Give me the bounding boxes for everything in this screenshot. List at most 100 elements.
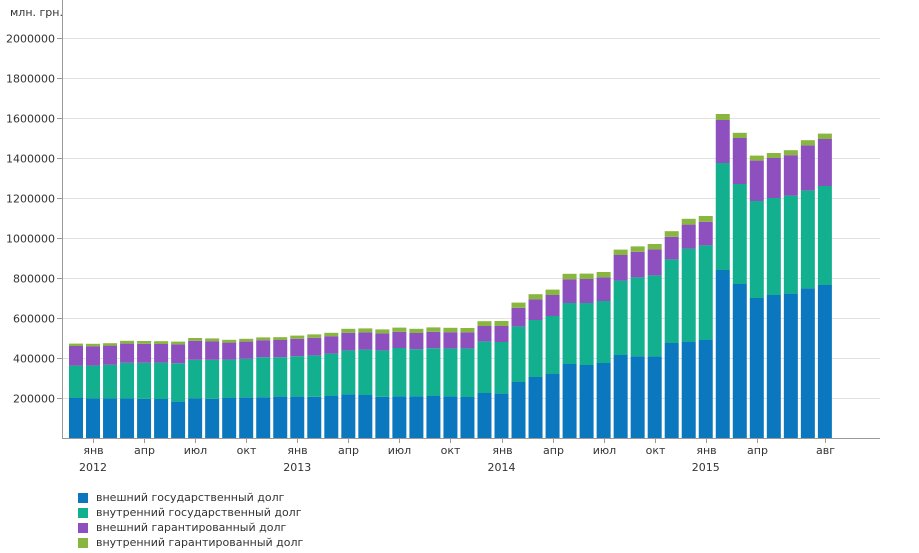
bar-segment [732,284,747,438]
bar-segment [715,270,730,438]
bar-segment [307,396,322,438]
x-year-label: 2015 [692,461,720,474]
y-tick-label: 800000 [13,273,55,286]
bar-segment [188,398,203,438]
bar-segment [392,331,407,348]
y-axis-unit-label: млн. грн. [10,6,63,19]
bar-segment [256,340,271,358]
bar-segment [273,357,288,397]
x-tick-label: апр [338,444,359,457]
bar-segment [239,341,254,359]
bar-segment [528,377,543,438]
x-tick-label: янв [83,444,103,457]
bar-segment [426,327,441,332]
legend-label: внутренний гарантированный долг [96,536,304,549]
bar-segment [681,341,696,438]
bar-segment [817,186,832,285]
bar-segment [494,326,509,342]
bar-segment [613,280,628,355]
bar-segment [154,344,169,363]
bar-segment [664,343,679,438]
bar-segment [545,316,560,374]
bar-segment [511,326,526,382]
bar-segment [630,251,645,278]
bar-segment [698,340,713,438]
bar-segment [443,396,458,438]
bar-segment [783,195,798,294]
bar-segment [426,396,441,438]
bar-segment [86,398,101,438]
y-tick-label: 1800000 [6,73,55,86]
bar-segment [392,327,407,332]
bar-segment [324,353,339,396]
bar-segment [341,332,356,351]
bar-segment [103,343,118,346]
bar-segment [137,362,152,399]
y-tick-label: 200000 [13,393,55,406]
bar-segment [766,295,781,438]
bar-segment [409,328,424,333]
bar-segment [698,245,713,340]
x-tick-label: окт [237,444,257,457]
x-axis: янв апр июл окт янв апр июл окт янв апр июл окт янв а… [62,438,880,474]
legend-item: внутренний гарантированный долг [78,535,303,550]
x-tick-label: июл [184,444,207,457]
bar-segment [596,363,611,438]
bars [69,114,832,438]
y-tick-label: 2000000 [6,33,55,46]
x-tick-label: окт [646,444,666,457]
bar-segment [511,302,526,308]
bar-segment [681,218,696,225]
bar-segment [681,224,696,249]
bar-segment [443,348,458,397]
bar-segment [256,337,271,341]
bar-segment [647,275,662,357]
bar-segment [324,336,339,354]
bar-segment [426,348,441,396]
bar-segment [120,340,135,344]
bar-segment [154,341,169,344]
y-tick-label: 1000000 [6,233,55,246]
bar-segment [103,398,118,438]
bar-segment [375,350,390,397]
bar-segment [222,398,237,438]
bar-segment [664,236,679,260]
bar-segment [290,335,305,339]
bar-segment [69,398,83,438]
bar-segment [188,359,203,399]
bar-segment [324,332,339,337]
bar-segment [171,344,186,364]
legend-label: внешний государственный долг [96,491,285,504]
bar-segment [460,397,475,438]
y-tick-label: 600000 [13,313,55,326]
legend-item: внешний государственный долг [78,490,303,505]
bar-segment [613,355,628,438]
bar-segment [749,155,764,161]
bar-segment [69,343,83,346]
bar-segment [783,155,798,196]
bar-segment [103,364,118,399]
bar-segment [647,249,662,276]
y-tick-label: 1600000 [6,113,55,126]
bar-segment [596,301,611,363]
bar-segment [256,397,271,438]
bar-segment [426,331,441,349]
bar-segment [171,401,186,438]
legend-swatch [78,492,88,503]
bar-segment [749,298,764,438]
bar-segment [630,277,645,357]
bar-segment [698,216,713,222]
bar-segment [69,365,83,398]
x-year-label: 2012 [79,461,107,474]
bar-segment [562,279,577,303]
bar-segment [358,328,373,333]
bar-segment [137,398,152,438]
bar-segment [86,365,101,399]
x-year-label: 2013 [283,461,311,474]
bar-segment [630,246,645,252]
bar-segment [698,221,713,246]
bar-segment [290,396,305,438]
bar-segment [358,349,373,395]
x-tick-label: окт [441,444,461,457]
bar-segment [341,394,356,438]
